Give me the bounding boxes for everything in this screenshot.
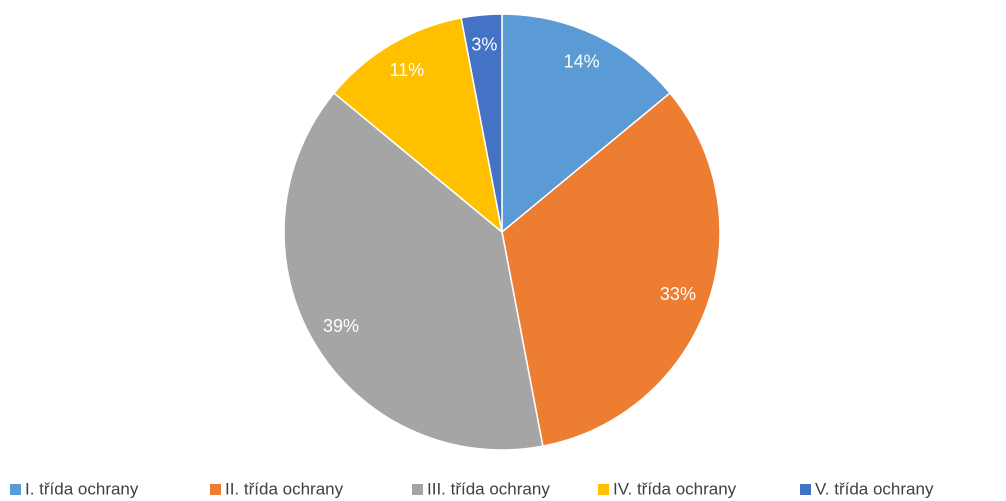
legend-swatch bbox=[210, 484, 221, 495]
legend-label: V. třída ochrany bbox=[815, 479, 934, 498]
legend-swatch bbox=[598, 484, 609, 495]
legend-label: III. třída ochrany bbox=[427, 479, 550, 498]
legend-swatch bbox=[10, 484, 21, 495]
value-label: 14% bbox=[564, 52, 600, 72]
value-label: 39% bbox=[323, 316, 359, 336]
legend-swatch bbox=[800, 484, 811, 495]
legend-swatch bbox=[412, 484, 423, 495]
legend-label: I. třída ochrany bbox=[25, 479, 139, 498]
pie-slice bbox=[460, 13, 503, 233]
pie-slice bbox=[283, 91, 544, 451]
legend-label: IV. třída ochrany bbox=[613, 479, 737, 498]
pie-slice bbox=[332, 16, 504, 234]
value-label: 3% bbox=[471, 35, 497, 55]
value-label: 33% bbox=[660, 284, 696, 304]
pie-slice bbox=[501, 13, 672, 234]
pie-slice bbox=[501, 91, 721, 448]
legend-label: II. třída ochrany bbox=[225, 479, 344, 498]
value-label: 11% bbox=[389, 60, 424, 80]
